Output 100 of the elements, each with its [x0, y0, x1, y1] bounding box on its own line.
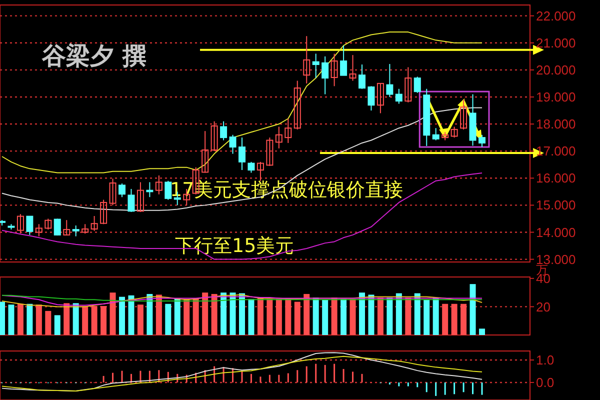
bar — [202, 292, 208, 335]
candlestick — [44, 218, 52, 230]
candlestick — [303, 36, 310, 84]
candlestick — [35, 224, 42, 237]
bar — [91, 306, 98, 335]
line-series — [2, 172, 482, 260]
candlestick — [229, 134, 236, 154]
bar — [8, 304, 14, 335]
annotation: 谷梁夕 撰 — [41, 41, 146, 70]
bar — [137, 304, 144, 335]
candlestick — [284, 118, 292, 144]
bar — [451, 304, 458, 335]
bar — [26, 304, 33, 335]
bar — [312, 298, 319, 335]
candlestick — [294, 80, 301, 130]
candlestick — [395, 88, 402, 104]
bar — [331, 298, 338, 335]
candlestick — [210, 120, 218, 152]
bar — [479, 328, 485, 335]
candlestick — [136, 182, 144, 212]
candlestick — [330, 53, 338, 87]
bar — [36, 304, 42, 335]
bar — [368, 294, 374, 335]
y-tick-label: 21.000 — [536, 35, 576, 50]
bar — [45, 310, 52, 335]
bar — [54, 315, 60, 335]
bar — [285, 298, 292, 335]
candlestick — [460, 99, 468, 130]
bar — [248, 298, 254, 335]
bar — [424, 300, 430, 335]
candlestick — [220, 120, 228, 141]
bar — [239, 293, 245, 335]
candlestick — [238, 137, 246, 171]
bar — [211, 294, 218, 335]
candlestick — [82, 224, 89, 234]
bar — [230, 292, 236, 335]
candlestick — [256, 161, 264, 182]
y-tick-label: 15.000 — [536, 198, 576, 213]
bar — [119, 296, 125, 335]
bar — [64, 303, 70, 335]
bar — [432, 298, 439, 335]
bar — [359, 292, 365, 335]
bar — [460, 304, 467, 335]
candlestick — [54, 218, 61, 236]
candlestick — [63, 220, 70, 236]
bar — [294, 302, 300, 335]
y-tick-label: 22.000 — [536, 8, 576, 24]
candlestick — [26, 216, 34, 236]
bar — [340, 298, 347, 335]
candlestick — [340, 45, 348, 76]
bar — [146, 294, 153, 335]
candlestick — [100, 199, 108, 225]
candlestick — [155, 174, 162, 195]
candlestick — [349, 54, 356, 82]
candlestick — [386, 63, 394, 98]
y-tick-label: 20.000 — [536, 62, 576, 78]
candlestick — [128, 188, 135, 212]
bar — [405, 298, 412, 335]
y-tick-label: 19.000 — [536, 90, 576, 105]
candlestick — [16, 214, 24, 234]
candlestick — [376, 82, 384, 114]
line-series — [2, 32, 482, 174]
candlestick — [322, 56, 329, 95]
y-tick-label: 1.0 — [536, 352, 554, 368]
bar — [156, 294, 162, 335]
bar — [470, 284, 476, 335]
candlestick — [202, 130, 209, 174]
bar — [322, 300, 328, 335]
bar — [110, 292, 116, 335]
bar — [192, 298, 199, 335]
candlestick — [432, 128, 440, 141]
bar — [377, 298, 384, 335]
bar — [276, 298, 282, 335]
bar — [174, 298, 180, 335]
candlestick — [90, 216, 98, 232]
bar — [386, 298, 393, 335]
bar — [304, 294, 310, 335]
candlestick — [478, 134, 486, 148]
candlestick — [368, 86, 375, 112]
bar — [82, 306, 88, 335]
bar — [17, 304, 24, 335]
bar — [257, 298, 264, 335]
bar — [100, 306, 107, 335]
candlestick — [72, 224, 80, 237]
y-tick-label: 20 — [536, 299, 550, 314]
y-tick-label: 0.0 — [536, 375, 554, 390]
candlestick — [358, 64, 366, 90]
bar — [165, 304, 172, 335]
y-tick-label: 18.000 — [536, 116, 576, 132]
candlestick — [414, 76, 421, 94]
bar — [184, 298, 190, 335]
bar — [442, 304, 448, 335]
y-tick-label: 16.000 — [536, 170, 576, 186]
candlestick — [164, 180, 172, 200]
bar — [396, 293, 402, 335]
candlestick — [450, 126, 458, 138]
y-tick-label: 14.000 — [536, 224, 576, 240]
bar — [220, 292, 227, 335]
bar — [414, 293, 420, 335]
candlestick — [109, 178, 116, 206]
